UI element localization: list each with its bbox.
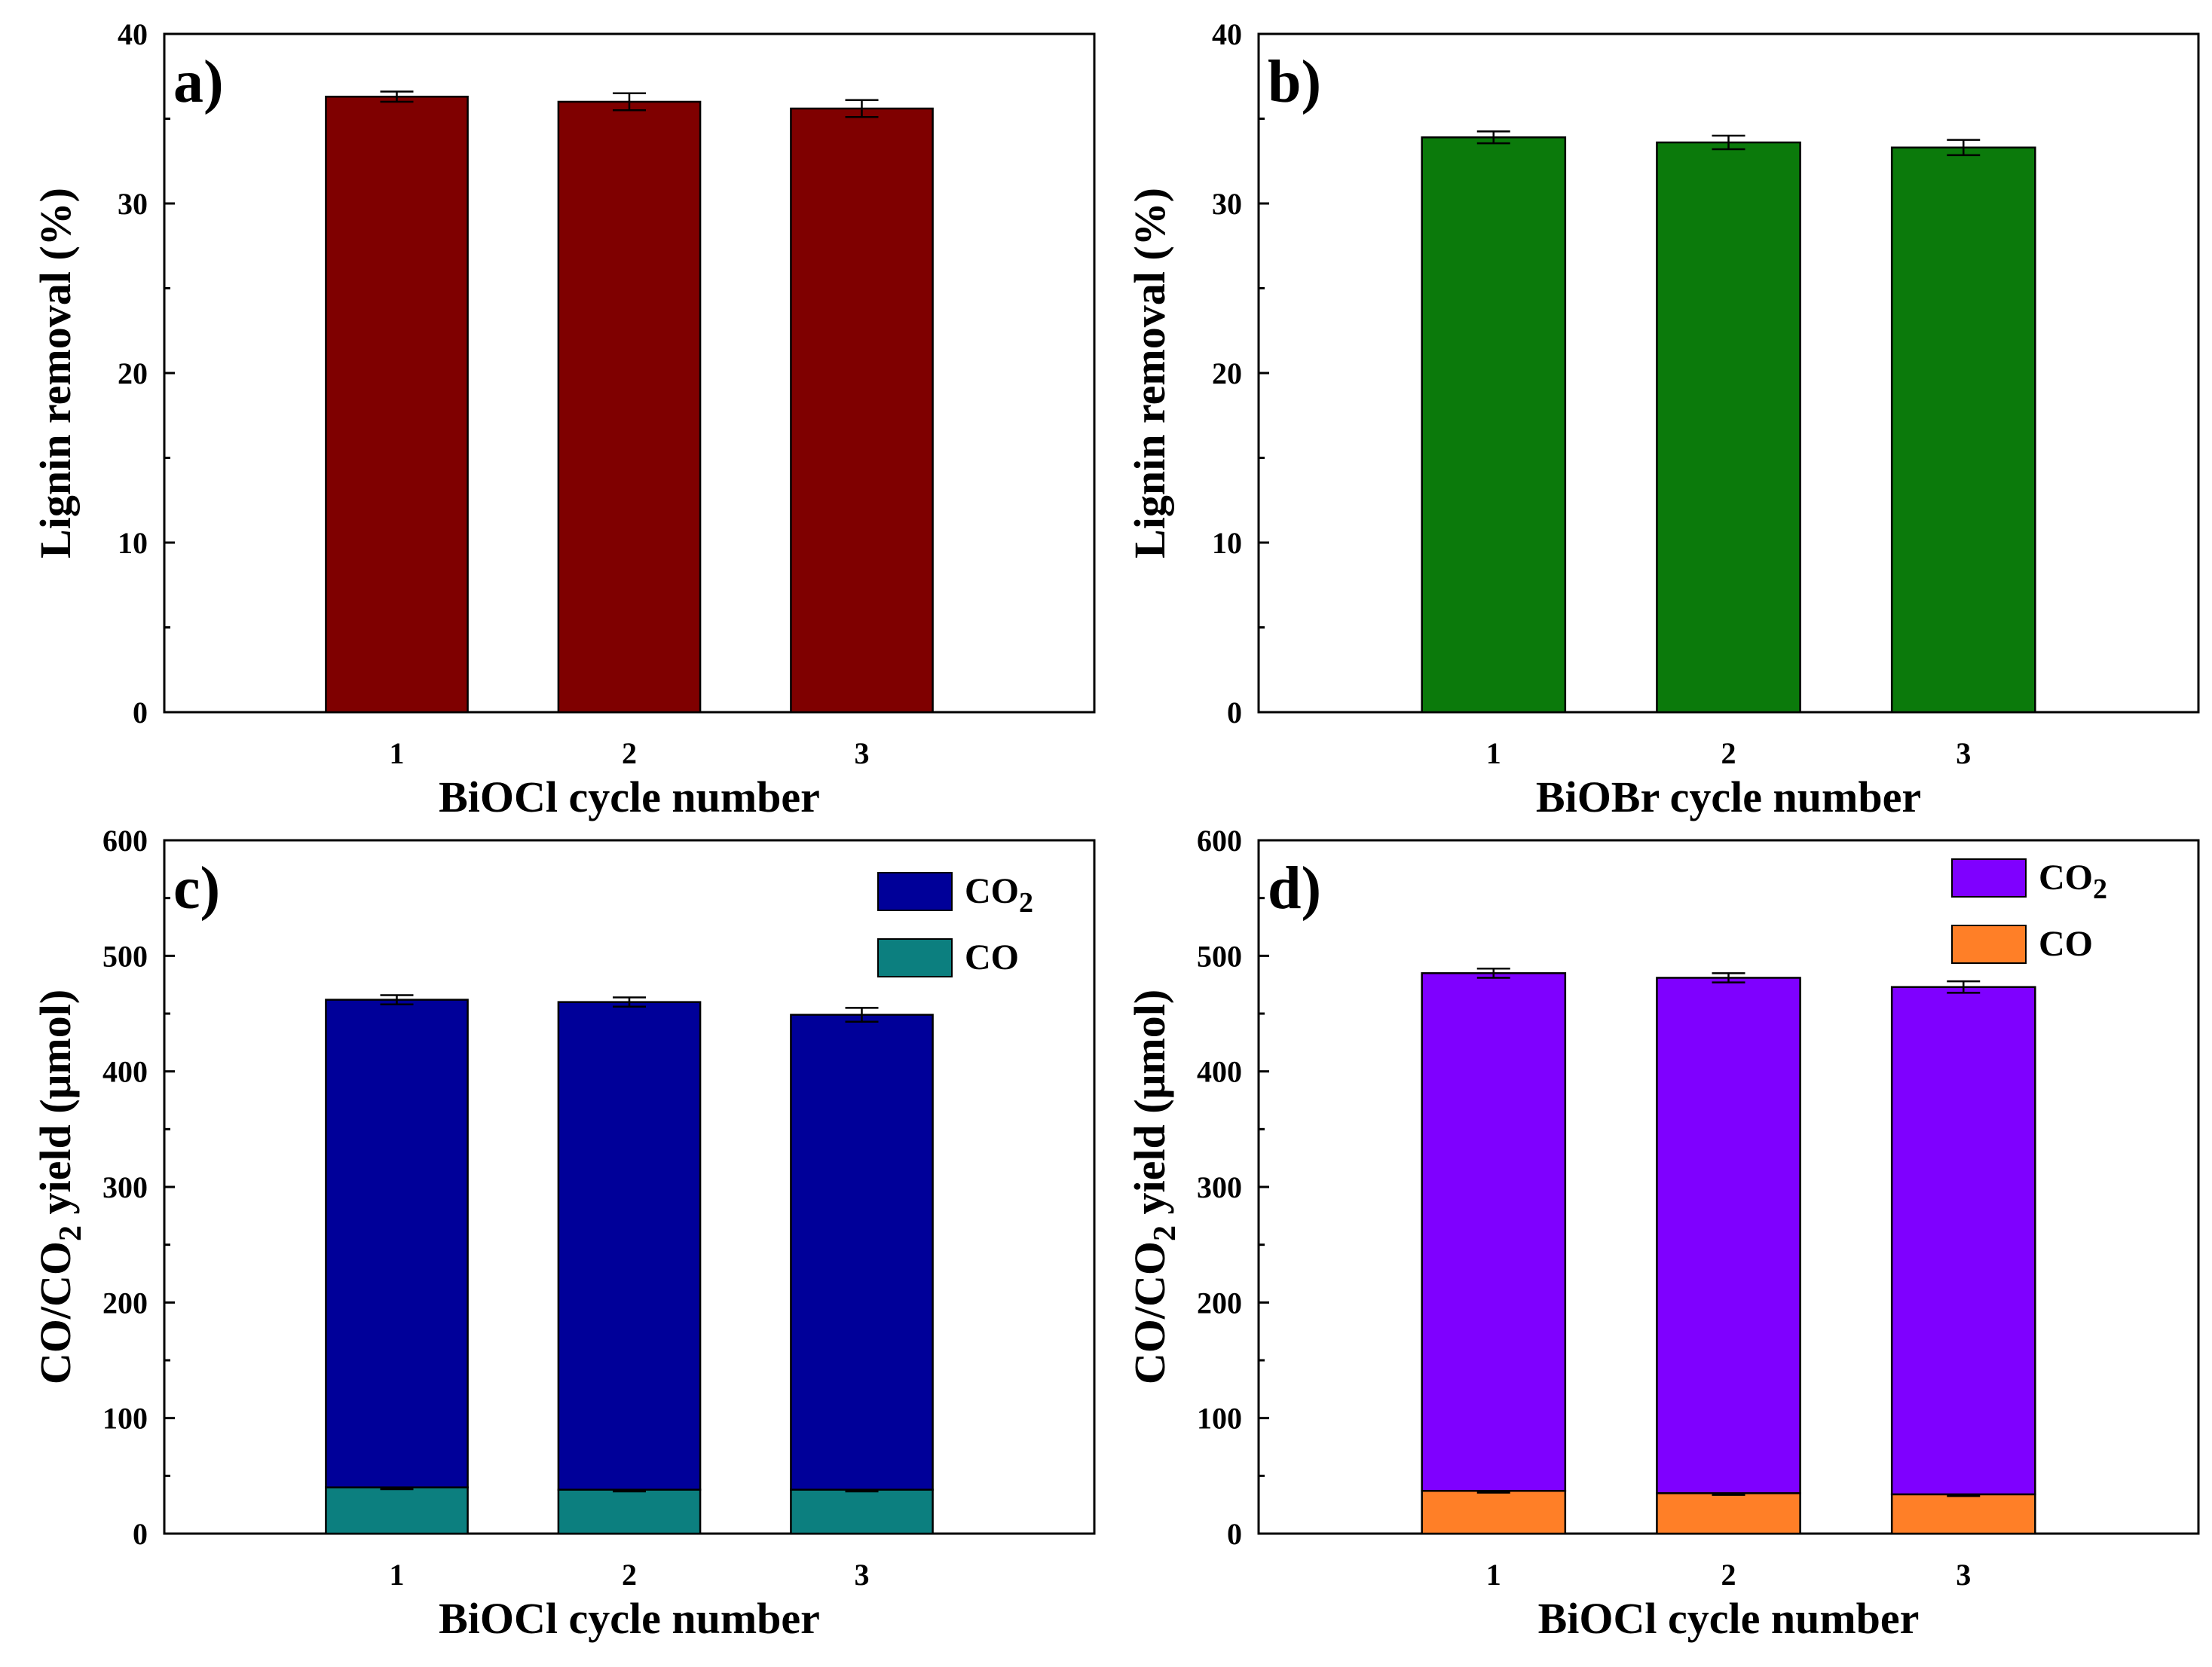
y-tick-label: 10: [1212, 526, 1242, 560]
y-tick-label: 100: [1197, 1402, 1242, 1436]
x-tick-label: 2: [622, 736, 637, 770]
x-tick-label: 3: [855, 1558, 870, 1592]
x-tick-label: 1: [390, 736, 405, 770]
y-tick-label: 200: [102, 1286, 148, 1320]
bar-co: [557, 1488, 702, 1535]
legend-swatch: [1951, 858, 2027, 898]
bar-co: [790, 1488, 934, 1535]
y-tick-label: 40: [118, 17, 148, 51]
y-tick-label: 400: [102, 1055, 148, 1089]
bar-co2: [1890, 986, 2036, 1496]
legend-label: CO2: [2039, 858, 2107, 905]
bar: [1890, 146, 2036, 714]
y-tick-label: 0: [1227, 696, 1242, 730]
panel-d: 0 100 200 300 400 500 600 1 2 3 d) BiOCl cycle numb…: [1125, 824, 2200, 1643]
legend-label: CO2: [965, 871, 1033, 919]
y-axis-title: CO/CO2 yield (μmol): [1125, 989, 1182, 1384]
y-tick-label: 20: [118, 356, 148, 390]
y-tick-label: 30: [118, 187, 148, 221]
y-tick-label: 10: [118, 526, 148, 560]
x-tick-label: 3: [1956, 1558, 1971, 1592]
x-axis-title: BiOBr cycle number: [1536, 772, 1921, 821]
legend-swatch: [1951, 925, 2027, 964]
y-tick-label: 30: [1212, 187, 1242, 221]
bar-co2: [1421, 972, 1567, 1492]
y-axis-title: Lignin removal (%): [31, 188, 80, 558]
x-tick-label: 3: [855, 736, 870, 770]
y-tick-label: 100: [102, 1402, 148, 1436]
x-tick-label: 1: [390, 1558, 405, 1592]
panel-label: d): [1268, 855, 1321, 922]
y-tick-label: 300: [102, 1170, 148, 1204]
y-tick-label: 500: [1197, 939, 1242, 973]
bar-co: [1656, 1492, 1801, 1535]
legend: CO2 CO: [1951, 858, 2107, 964]
panel-c: 0 100 200 300 400 500 600 1 2 3 c) BiOCl cycle numb…: [31, 824, 1096, 1643]
y-axis-title: CO/CO2 yield (μmol): [31, 989, 88, 1384]
y-tick-label: 200: [1197, 1286, 1242, 1320]
x-tick-label: 2: [1721, 736, 1736, 770]
y-tick-label: 400: [1197, 1055, 1242, 1089]
bar: [557, 100, 702, 714]
x-axis-title: BiOCl cycle number: [1538, 1594, 1920, 1643]
bar-co2: [790, 1014, 934, 1491]
panel-b: 0 10 20 30 40 1 2 3 b) BiOBr cycle number Lignin r…: [1125, 17, 2200, 821]
y-tick-label: 0: [133, 1517, 148, 1551]
x-tick-label: 2: [622, 1558, 637, 1592]
y-tick-label: 300: [1197, 1170, 1242, 1204]
y-tick-label: 20: [1212, 356, 1242, 390]
y-tick-label: 0: [133, 696, 148, 730]
panel-label: c): [173, 855, 220, 922]
bar-co: [325, 1486, 469, 1535]
legend-label: CO: [2039, 924, 2093, 964]
x-tick-label: 3: [1956, 736, 1971, 770]
bar: [1656, 141, 1801, 714]
y-tick-label: 600: [102, 824, 148, 858]
x-axis-title: BiOCl cycle number: [439, 772, 820, 821]
panel-label: b): [1268, 49, 1321, 115]
bar-co2: [325, 999, 469, 1488]
bar: [1421, 136, 1567, 714]
bar-co2: [557, 1001, 702, 1491]
legend-label: CO: [965, 937, 1019, 977]
x-axis-title: BiOCl cycle number: [439, 1594, 820, 1643]
y-tick-label: 500: [102, 939, 148, 973]
y-tick-label: 0: [1227, 1517, 1242, 1551]
bar: [325, 96, 469, 714]
bar-co: [1890, 1493, 2036, 1535]
y-axis-title: Lignin removal (%): [1125, 188, 1174, 558]
x-tick-label: 2: [1721, 1558, 1736, 1592]
panel-a: 0 10 20 30 40 1 2 3 a) BiOCl cycle number Lignin r…: [31, 17, 1096, 821]
legend-swatch: [877, 938, 953, 977]
x-tick-label: 1: [1486, 1558, 1501, 1592]
y-tick-label: 600: [1197, 824, 1242, 858]
legend: CO2 CO: [877, 871, 1033, 977]
bar-co: [1421, 1490, 1567, 1535]
y-tick-label: 40: [1212, 17, 1242, 51]
x-tick-label: 1: [1486, 736, 1501, 770]
legend-swatch: [877, 872, 953, 911]
bar: [790, 107, 934, 714]
bar-co2: [1656, 977, 1801, 1494]
panel-label: a): [173, 49, 224, 115]
